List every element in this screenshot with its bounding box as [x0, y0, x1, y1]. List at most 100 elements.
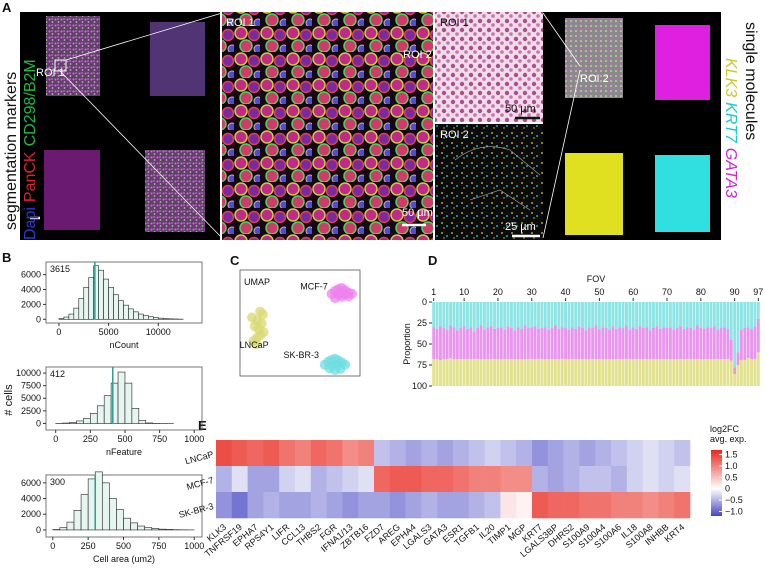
- bar-segment: [692, 302, 696, 330]
- hist-bar: [109, 498, 117, 531]
- hist-bar: [113, 294, 119, 320]
- bar-segment: [442, 302, 446, 329]
- hist-bar: [128, 308, 134, 320]
- slide-tile: [655, 155, 710, 232]
- bar-segment: [550, 302, 554, 329]
- hist-bar: [137, 525, 146, 531]
- bar-segment: [601, 327, 605, 360]
- median-label: 300: [50, 477, 65, 487]
- x-tick-label: 10: [459, 287, 469, 297]
- heat-cell: [674, 466, 691, 493]
- bar-segment: [493, 302, 496, 329]
- bar-segment: [452, 302, 456, 328]
- bar-segment: [631, 359, 635, 386]
- slide-tile: [150, 22, 205, 96]
- bar-segment: [503, 359, 507, 386]
- slide-tile: [655, 25, 710, 100]
- bar-segment: [729, 302, 733, 340]
- bar-segment: [526, 328, 530, 360]
- heat-cell: [421, 466, 438, 493]
- colored-word: PanCK: [22, 151, 39, 202]
- bar-segment: [567, 329, 571, 360]
- x-tick-label: 20: [493, 287, 503, 297]
- bar-segment: [513, 330, 517, 360]
- bar-segment: [591, 302, 595, 329]
- bar-segment: [604, 302, 608, 329]
- bar-segment: [696, 302, 699, 326]
- bar-segment: [523, 325, 527, 360]
- x-tick-label: 750: [152, 434, 167, 444]
- bar-segment: [469, 302, 473, 328]
- bar-segment: [753, 302, 757, 327]
- bar-segment: [537, 302, 540, 329]
- heat-cell: [405, 466, 422, 493]
- bar-segment: [537, 359, 540, 386]
- bar-segment: [682, 359, 686, 386]
- bar-segment: [699, 359, 703, 386]
- bar-segment: [665, 302, 669, 329]
- bar-segment: [699, 328, 703, 360]
- bar-segment: [641, 302, 645, 329]
- heat-cell: [484, 492, 501, 519]
- umap-box: [239, 269, 361, 377]
- bar-segment: [506, 359, 510, 386]
- roi-label: ROI 1: [226, 17, 255, 29]
- bar-segment: [533, 359, 537, 386]
- bar-segment: [560, 302, 564, 328]
- bar-segment: [621, 328, 625, 360]
- bar-segment: [635, 302, 639, 329]
- bar-segment: [611, 359, 615, 386]
- heat-cell: [500, 466, 517, 493]
- bar-segment: [638, 302, 642, 327]
- bar-segment: [668, 327, 672, 360]
- bar-segment: [726, 302, 730, 329]
- x-tick-label: 40: [561, 287, 571, 297]
- heat-cell: [216, 466, 233, 493]
- bar-segment: [496, 302, 500, 329]
- bar-segment: [662, 327, 666, 360]
- heat-cell: [295, 440, 312, 467]
- heat-cell: [326, 466, 343, 493]
- x-tick-label: 50: [594, 287, 604, 297]
- heat-cell: [310, 440, 327, 467]
- bar-segment: [550, 359, 554, 386]
- bar-segment: [743, 328, 747, 360]
- heat-cell: [468, 466, 485, 493]
- panel-label: E: [198, 418, 207, 433]
- bar-segment: [479, 359, 483, 386]
- bar-segment: [696, 325, 699, 360]
- scale-label: 50 µm: [402, 207, 433, 219]
- cells-image: [222, 12, 433, 240]
- bar-segment: [439, 302, 442, 327]
- bar-segment: [476, 302, 480, 329]
- bar-segment: [432, 327, 436, 360]
- bar-segment: [520, 359, 524, 386]
- bar-segment: [645, 302, 649, 328]
- x-tick-label: 90: [730, 287, 740, 297]
- heat-cell: [674, 492, 691, 519]
- bar-segment: [672, 302, 676, 330]
- bar-segment: [729, 339, 733, 361]
- bar-segment: [719, 328, 723, 360]
- roi-label: ROI 2: [580, 73, 609, 85]
- bar-segment: [506, 326, 510, 360]
- bar-segment: [679, 326, 682, 360]
- bar-segment: [733, 302, 737, 368]
- bar-segment: [618, 302, 622, 328]
- heat-cell: [579, 492, 596, 519]
- bar-segment: [702, 328, 706, 360]
- heat-cell: [658, 466, 675, 493]
- x-tick-label: 0: [53, 434, 58, 444]
- bar-segment: [611, 302, 615, 327]
- bar-segment: [445, 329, 449, 360]
- bar-segment: [513, 302, 517, 331]
- hist-bar: [90, 413, 98, 424]
- bar-segment: [652, 302, 655, 329]
- hist-bar: [145, 422, 153, 424]
- y-tick-label: 0: [36, 525, 41, 535]
- bar-segment: [533, 302, 537, 327]
- hist-bar: [133, 311, 139, 320]
- heat-cell: [279, 440, 296, 467]
- heat-cell: [611, 466, 628, 493]
